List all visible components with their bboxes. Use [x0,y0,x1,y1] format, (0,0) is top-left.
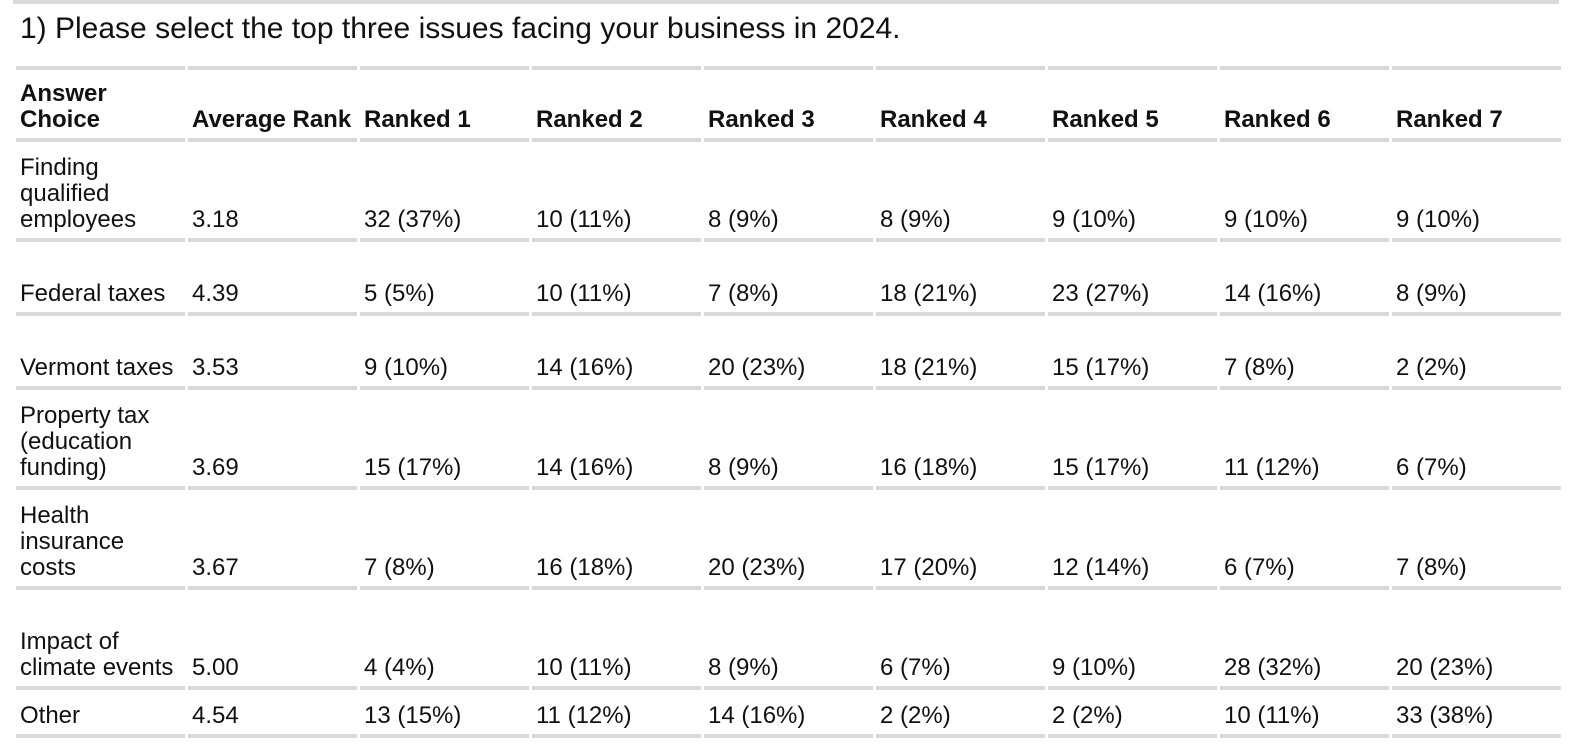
header-average-rank: Average Rank [188,66,357,142]
ranked-4-cell: 6 (7%) [876,590,1045,690]
average-rank-cell: 4.54 [188,690,357,738]
ranked-2-cell: 14 (16%) [532,390,701,490]
ranked-5-cell: 23 (27%) [1048,242,1217,316]
answer-choice-cell: Health insurance costs [16,490,185,590]
ranked-3-cell: 7 (8%) [704,242,873,316]
ranked-1-cell: 32 (37%) [360,142,529,242]
answer-choice-cell: Federal taxes [16,242,185,316]
ranked-4-cell: 17 (20%) [876,490,1045,590]
ranked-5-cell: 15 (17%) [1048,390,1217,490]
ranked-2-cell: 10 (11%) [532,242,701,316]
header-answer-choice: Answer Choice [16,66,185,142]
ranked-2-cell: 10 (11%) [532,590,701,690]
ranked-4-cell: 16 (18%) [876,390,1045,490]
ranked-3-cell: 14 (16%) [704,690,873,738]
ranked-1-cell: 4 (4%) [360,590,529,690]
header-ranked-6: Ranked 6 [1220,66,1389,142]
table-row: Federal taxes 4.39 5 (5%) 10 (11%) 7 (8%) 18 … [16,242,1561,316]
header-ranked-2: Ranked 2 [532,66,701,142]
ranked-7-cell: 9 (10%) [1392,142,1561,242]
top-divider [13,0,1559,4]
ranked-6-cell: 14 (16%) [1220,242,1389,316]
answer-choice-cell: Impact of climate events [16,590,185,690]
ranked-4-cell: 18 (21%) [876,316,1045,390]
header-ranked-5: Ranked 5 [1048,66,1217,142]
ranked-6-cell: 7 (8%) [1220,316,1389,390]
ranked-4-cell: 8 (9%) [876,142,1045,242]
ranked-3-cell: 8 (9%) [704,142,873,242]
average-rank-cell: 5.00 [188,590,357,690]
ranked-7-cell: 7 (8%) [1392,490,1561,590]
ranked-1-cell: 7 (8%) [360,490,529,590]
answer-choice-cell: Vermont taxes [16,316,185,390]
average-rank-cell: 4.39 [188,242,357,316]
ranked-1-cell: 13 (15%) [360,690,529,738]
ranked-1-cell: 5 (5%) [360,242,529,316]
table-row: Health insurance costs 3.67 7 (8%) 16 (18%)… [16,490,1561,590]
header-ranked-7: Ranked 7 [1392,66,1561,142]
ranked-5-cell: 9 (10%) [1048,590,1217,690]
ranked-6-cell: 28 (32%) [1220,590,1389,690]
header-row: Answer Choice Average Rank Ranked 1 Rank… [16,66,1561,142]
header-ranked-1: Ranked 1 [360,66,529,142]
ranked-7-cell: 6 (7%) [1392,390,1561,490]
ranked-2-cell: 10 (11%) [532,142,701,242]
answer-choice-cell: Finding qualified employees [16,142,185,242]
ranked-7-cell: 20 (23%) [1392,590,1561,690]
ranked-5-cell: 2 (2%) [1048,690,1217,738]
table-row: Finding qualified employees 3.18 32 (37%) 1… [16,142,1561,242]
ranked-3-cell: 20 (23%) [704,490,873,590]
ranked-1-cell: 15 (17%) [360,390,529,490]
ranked-3-cell: 20 (23%) [704,316,873,390]
ranked-2-cell: 11 (12%) [532,690,701,738]
ranked-5-cell: 9 (10%) [1048,142,1217,242]
table-row: Property tax (education funding) 3.69 15 (… [16,390,1561,490]
ranked-6-cell: 11 (12%) [1220,390,1389,490]
header-ranked-3: Ranked 3 [704,66,873,142]
ranked-6-cell: 6 (7%) [1220,490,1389,590]
ranked-3-cell: 8 (9%) [704,390,873,490]
ranked-2-cell: 14 (16%) [532,316,701,390]
average-rank-cell: 3.69 [188,390,357,490]
ranked-5-cell: 15 (17%) [1048,316,1217,390]
header-ranked-4: Ranked 4 [876,66,1045,142]
table-row: Other 4.54 13 (15%) 11 (12%) 14 (16%) 2 (2%) 2… [16,690,1561,738]
ranked-2-cell: 16 (18%) [532,490,701,590]
ranked-3-cell: 8 (9%) [704,590,873,690]
ranked-7-cell: 33 (38%) [1392,690,1561,738]
ranked-7-cell: 8 (9%) [1392,242,1561,316]
answer-choice-cell: Other [16,690,185,738]
average-rank-cell: 3.67 [188,490,357,590]
ranking-table: Answer Choice Average Rank Ranked 1 Rank… [13,66,1564,738]
ranked-5-cell: 12 (14%) [1048,490,1217,590]
average-rank-cell: 3.53 [188,316,357,390]
ranked-4-cell: 18 (21%) [876,242,1045,316]
ranked-6-cell: 9 (10%) [1220,142,1389,242]
ranked-4-cell: 2 (2%) [876,690,1045,738]
average-rank-cell: 3.18 [188,142,357,242]
answer-choice-cell: Property tax (education funding) [16,390,185,490]
table-row: Impact of climate events 5.00 4 (4%) 10 (11… [16,590,1561,690]
ranked-7-cell: 2 (2%) [1392,316,1561,390]
ranked-1-cell: 9 (10%) [360,316,529,390]
ranked-6-cell: 10 (11%) [1220,690,1389,738]
table-row: Vermont taxes 3.53 9 (10%) 14 (16%) 20 (23%)… [16,316,1561,390]
question-title: 1) Please select the top three issues fa… [20,12,901,45]
